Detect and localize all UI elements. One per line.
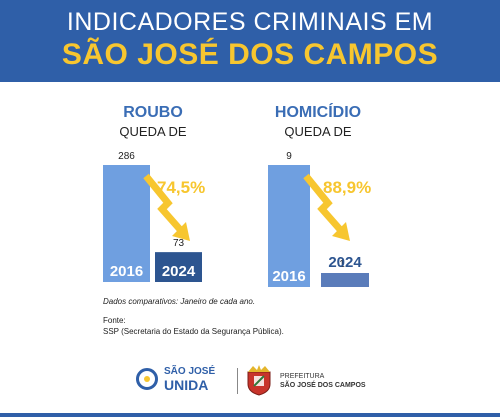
notes-source-label: Fonte:	[103, 316, 126, 325]
logo-sao-jose-unida: SÃO JOSÉ UNIDA	[136, 366, 231, 396]
value-label: 286	[118, 151, 135, 162]
logo-prefeitura-line1: PREFEITURA	[280, 373, 325, 380]
header-banner: INDICADORES CRIMINAIS EM SÃO JOSÉ DOS CA…	[0, 0, 500, 82]
notes: Dados comparativos: Janeiro de cada ano.…	[103, 296, 284, 337]
header-title-line1: INDICADORES CRIMINAIS EM	[66, 8, 434, 36]
crest-icon	[247, 365, 271, 396]
bar-2016	[268, 165, 310, 287]
notes-comparison: Dados comparativos: Janeiro de cada ano.	[103, 297, 256, 306]
logo-prefeitura-line2: SÃO JOSÉ DOS CAMPOS	[280, 382, 366, 389]
bar-2016	[103, 165, 150, 282]
value-label: 1	[339, 259, 345, 270]
category-label: 2016	[110, 263, 143, 280]
notes-source: SSP (Secretaria do Estado da Segurança P…	[103, 327, 284, 336]
bar-2024	[155, 252, 202, 282]
category-label: 2024	[328, 254, 362, 271]
category-label: 2016	[272, 268, 305, 285]
header-title-line2: SÃO JOSÉ DOS CAMPOS	[61, 38, 439, 71]
drop-arrow-head	[332, 222, 350, 241]
chart-subtitle-roubo: QUEDA DE	[119, 124, 187, 139]
logo-prefeitura: PREFEITURA SÃO JOSÉ DOS CAMPOS	[244, 364, 374, 398]
chart-title-homicidio: HOMICÍDIO	[274, 104, 362, 121]
logo-unida-line1: SÃO JOSÉ	[164, 366, 216, 377]
drop-percentage-label: 88,9%	[323, 178, 371, 197]
drop-arrow	[303, 173, 347, 237]
category-label: 2024	[162, 263, 196, 280]
chart-title-roubo: ROUBO	[123, 104, 183, 121]
logo-unida-line2: UNIDA	[164, 377, 209, 393]
bar-2024	[321, 273, 369, 287]
value-label: 9	[286, 151, 292, 162]
drop-percentage-label: 74,5%	[157, 178, 205, 197]
footer-line	[0, 413, 500, 417]
value-label: 73	[173, 238, 185, 249]
drop-arrow-head	[172, 222, 190, 241]
footer-divider	[237, 368, 238, 394]
unida-logo-icon	[136, 368, 158, 390]
drop-arrow	[143, 173, 187, 237]
chart-subtitle-homicidio: QUEDA DE	[284, 124, 352, 139]
